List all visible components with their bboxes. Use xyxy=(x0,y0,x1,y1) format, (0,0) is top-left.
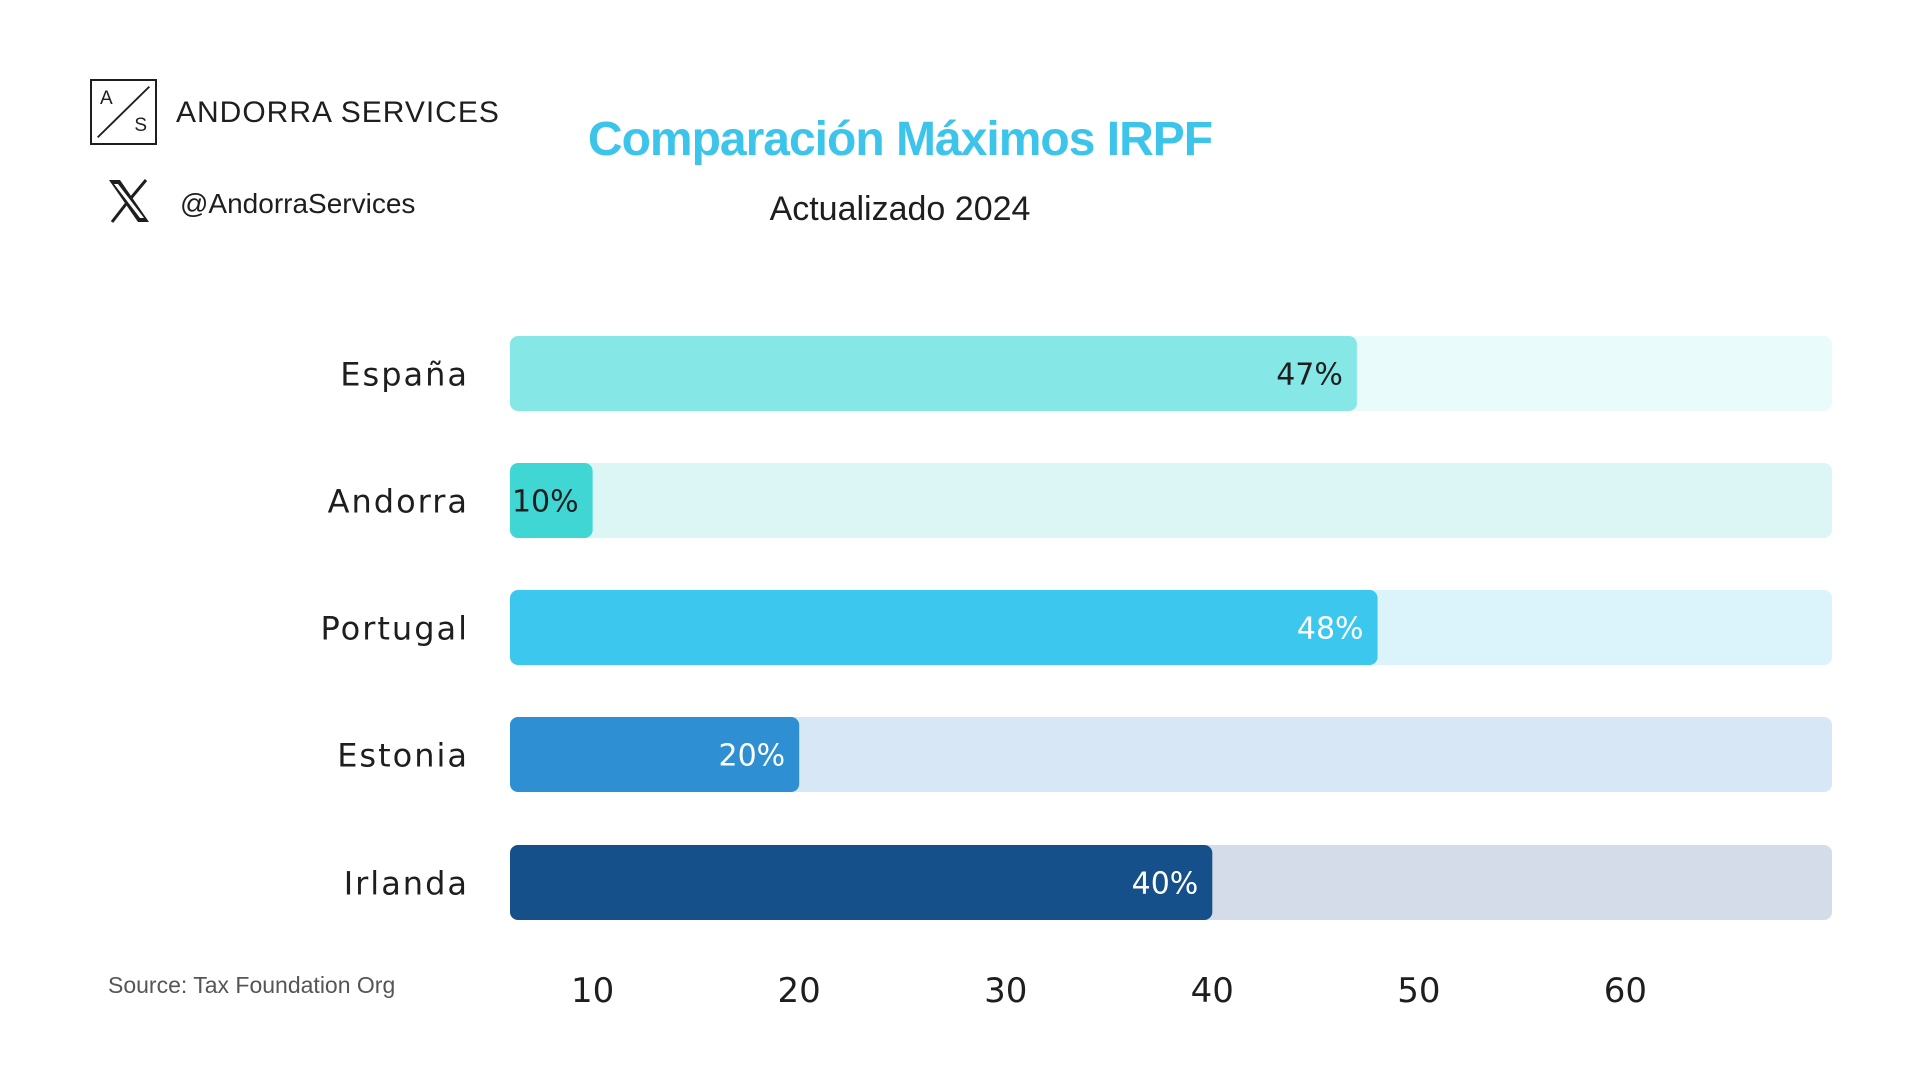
x-tick-label: 20 xyxy=(778,971,821,1011)
category-label-irlanda: Irlanda xyxy=(344,865,469,903)
x-tick-label: 40 xyxy=(1191,971,1234,1011)
category-label-estonia: Estonia xyxy=(337,737,469,775)
logo-slash xyxy=(96,85,151,139)
bar-irlanda xyxy=(510,845,1213,920)
bar-portugal xyxy=(510,590,1378,665)
source-note: Source: Tax Foundation Org xyxy=(108,972,396,998)
category-label-portugal: Portugal xyxy=(320,610,469,648)
logo-letter-s: S xyxy=(134,115,147,136)
bar-espana xyxy=(510,336,1357,411)
x-tick-label: 60 xyxy=(1604,971,1647,1011)
bar-track-andorra xyxy=(510,463,1832,538)
value-label-espana: 47% xyxy=(1276,358,1343,393)
brand-name: ANDORRA SERVICES xyxy=(176,96,500,129)
bar-andorra xyxy=(510,463,593,538)
bar-estonia xyxy=(510,717,800,792)
logo-letter-a: A xyxy=(100,88,113,109)
category-label-andorra: Andorra xyxy=(328,483,469,521)
x-tick-label: 30 xyxy=(984,971,1027,1011)
value-label-andorra: 10% xyxy=(512,485,579,520)
chart-subtitle: Actualizado 2024 xyxy=(769,190,1031,228)
bar-track-estonia xyxy=(510,717,1832,792)
category-label-espana: España xyxy=(340,356,469,394)
value-label-irlanda: 40% xyxy=(1132,867,1199,902)
social-handle: @AndorraServices xyxy=(180,188,416,219)
value-label-portugal: 48% xyxy=(1297,612,1364,647)
value-label-estonia: 20% xyxy=(719,739,786,774)
x-tick-label: 10 xyxy=(571,971,614,1011)
x-tick-label: 50 xyxy=(1397,971,1440,1011)
x-logo-icon xyxy=(109,179,149,223)
chart-title: Comparación Máximos IRPF xyxy=(587,113,1213,166)
brand-logo: A S xyxy=(90,79,157,145)
